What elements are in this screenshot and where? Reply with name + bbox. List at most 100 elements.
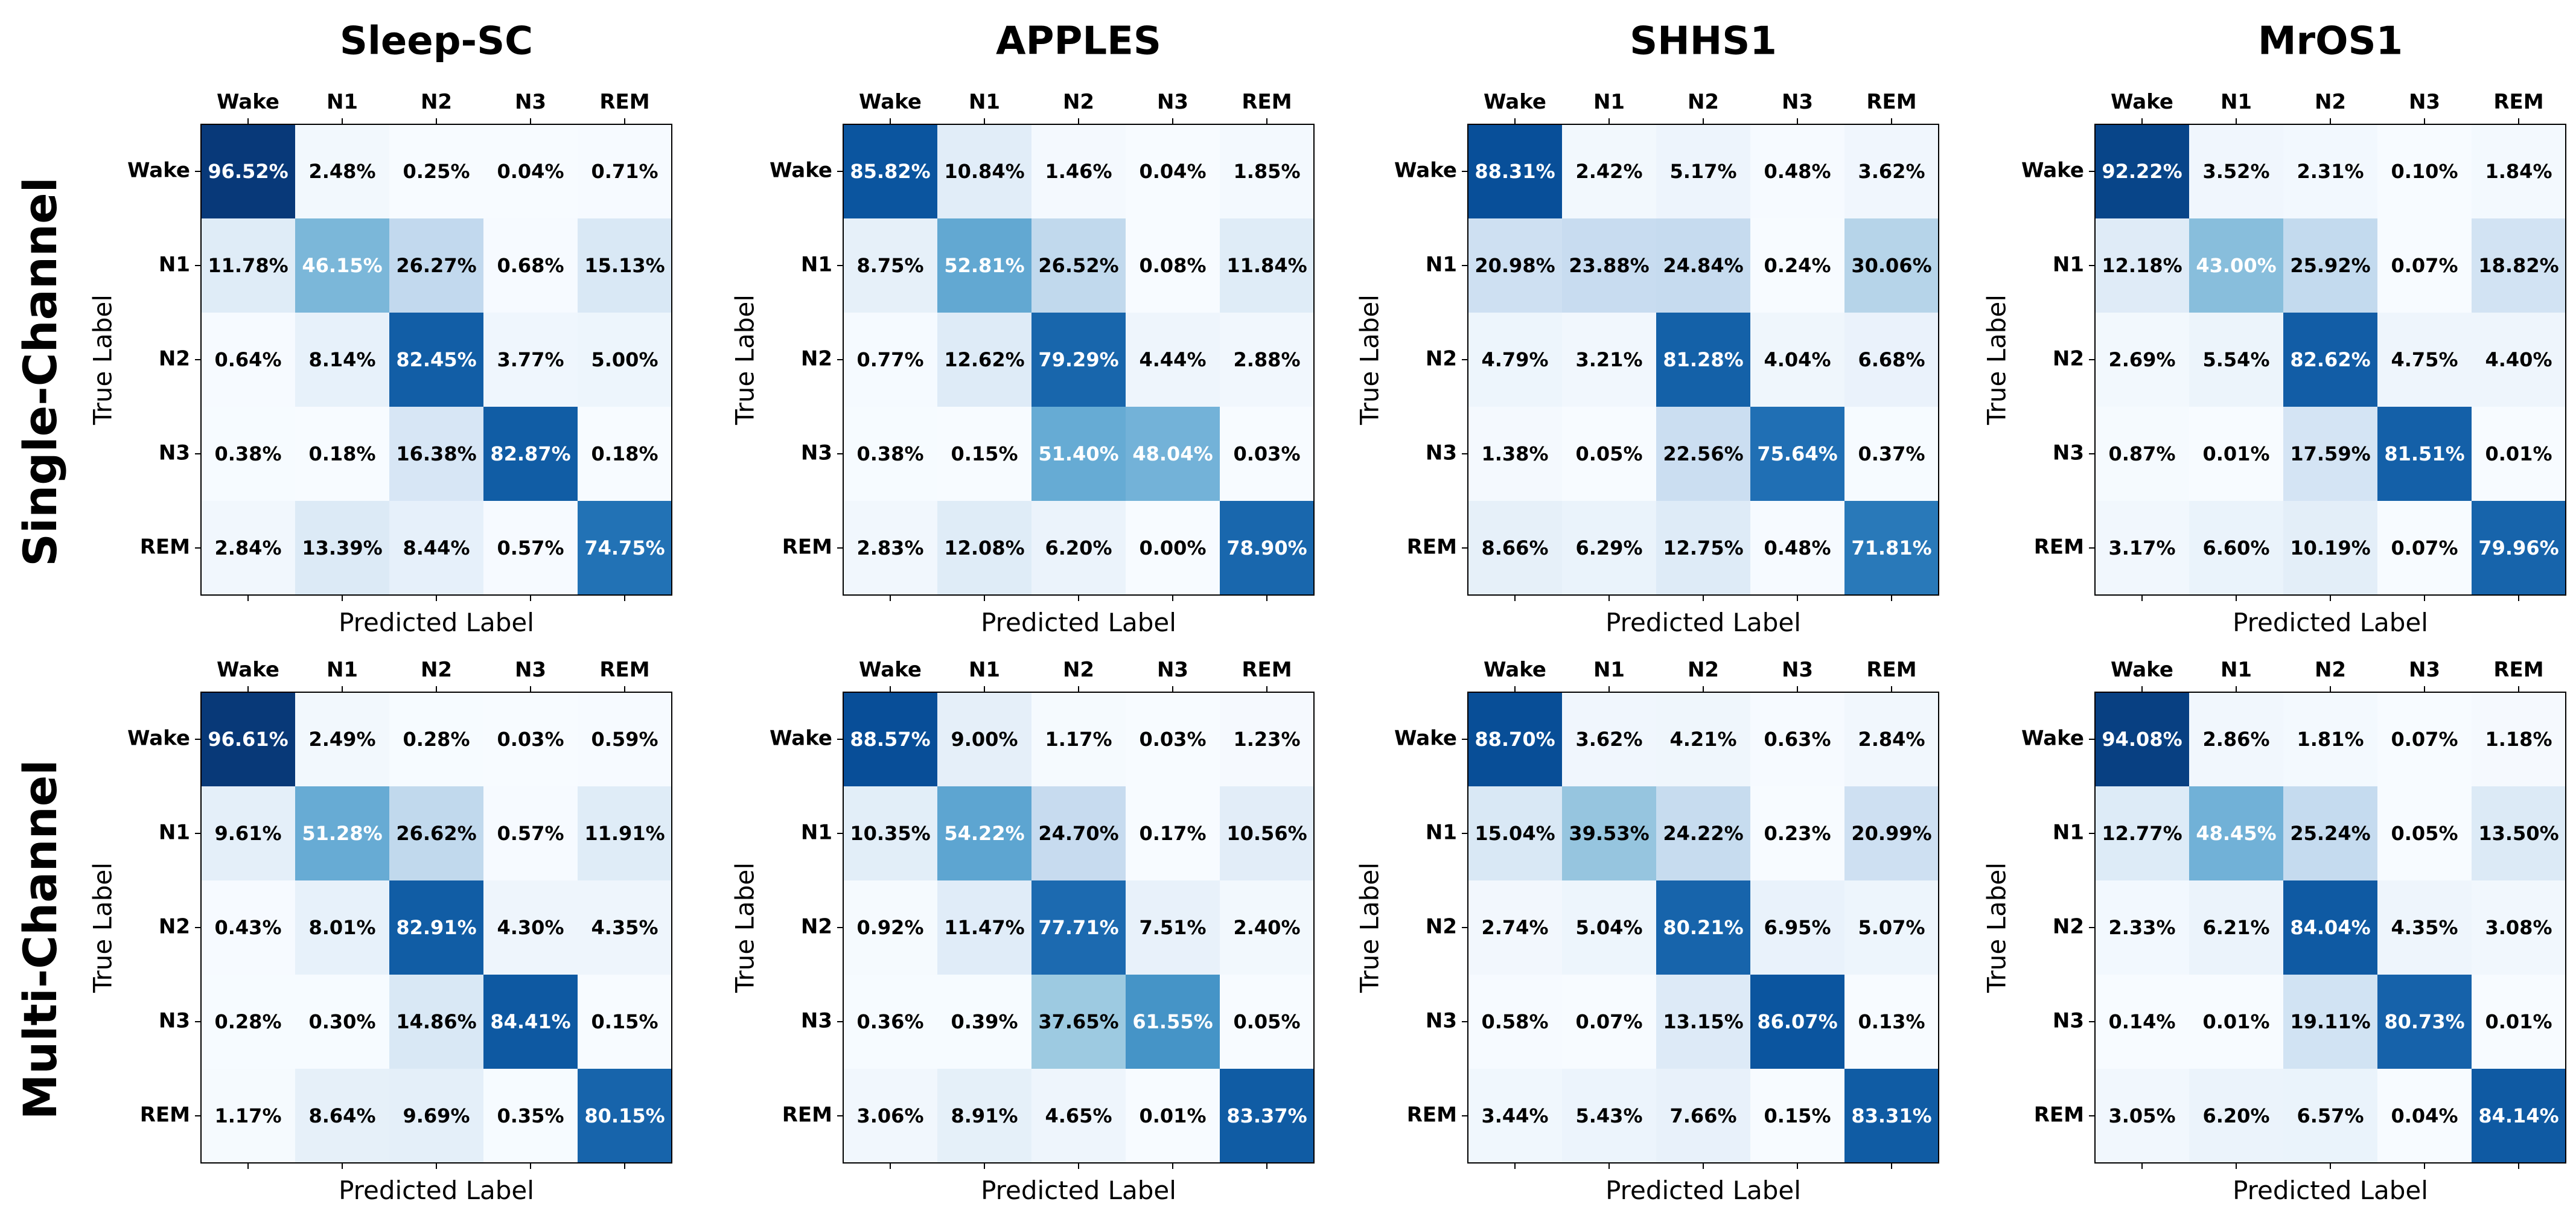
row-labels: Single-Channel Multi-Channel xyxy=(13,177,67,1119)
y-tick-label: N2 xyxy=(159,347,190,371)
cell-value-label: 85.82% xyxy=(850,160,930,183)
heatmap-cell xyxy=(1750,501,1845,596)
x-tick-label: N1 xyxy=(969,90,1000,114)
cell-value-label: 5.54% xyxy=(2202,348,2269,371)
heatmap-cell xyxy=(2095,1069,2190,1164)
heatmap-cell xyxy=(843,786,938,881)
heatmap-cell xyxy=(1031,880,1126,975)
heatmap-cell xyxy=(295,692,390,787)
cell-value-label: 48.45% xyxy=(2196,822,2276,845)
y-tick-label: N1 xyxy=(1426,253,1457,277)
cell-value-label: 80.21% xyxy=(1663,916,1743,939)
cell-value-label: 10.19% xyxy=(2290,536,2370,559)
heatmap-cell xyxy=(2189,975,2284,1069)
y-tick-label: N1 xyxy=(801,821,832,845)
cell-value-label: 0.05% xyxy=(1575,442,1642,465)
heatmap-cell xyxy=(483,1069,578,1164)
cell-value-label: 13.50% xyxy=(2478,822,2558,845)
heatmap-cell xyxy=(1468,1069,1563,1164)
heatmap-cell xyxy=(2472,313,2566,407)
y-axis-label: True Label xyxy=(1355,294,1385,425)
cell-value-label: 0.15% xyxy=(591,1010,658,1033)
heatmap-cell xyxy=(1468,786,1563,881)
heatmap-cell xyxy=(578,501,672,596)
heatmap-cell xyxy=(2189,407,2284,501)
heatmap-cell xyxy=(2472,786,2566,881)
y-tick-label: Wake xyxy=(127,159,190,183)
x-axis-label: Predicted Label xyxy=(981,608,1176,637)
heatmap-cell xyxy=(2189,692,2284,787)
heatmap-cell xyxy=(201,124,296,219)
cell-value-label: 0.36% xyxy=(856,1010,923,1033)
heatmap-cell xyxy=(1562,218,1657,313)
column-titles: Sleep-SC APPLES SHHS1 MrOS1 xyxy=(340,19,2403,64)
cell-value-label: 6.68% xyxy=(1858,348,1925,371)
y-tick-label: N3 xyxy=(1426,441,1457,465)
heatmap-cell xyxy=(295,501,390,596)
x-tick-label: REM xyxy=(1242,90,1292,114)
heatmap-cell xyxy=(937,975,1032,1069)
y-tick-label: Wake xyxy=(770,727,832,751)
cell-value-label: 3.21% xyxy=(1575,348,1642,371)
heatmap-cell xyxy=(1468,880,1563,975)
cell-value-label: 0.03% xyxy=(497,728,564,751)
cell-value-label: 0.01% xyxy=(2202,1010,2269,1033)
cell-value-label: 2.84% xyxy=(1858,728,1925,751)
cell-value-label: 6.20% xyxy=(2202,1104,2269,1127)
heatmap-cell xyxy=(1220,692,1315,787)
x-tick-label: N2 xyxy=(1063,658,1094,682)
panel-single-channel-shhs1: 88.31% 2.42% 5.17% 0.48% 3.62% 20.98% 23.88% 24… xyxy=(1355,90,1939,637)
heatmap-cell xyxy=(201,880,296,975)
heatmap-cell xyxy=(843,975,938,1069)
cell-value-label: 6.21% xyxy=(2202,916,2269,939)
cell-value-label: 1.85% xyxy=(1233,160,1300,183)
heatmap-cell xyxy=(2283,218,2378,313)
cell-value-label: 2.49% xyxy=(308,728,375,751)
heatmap-cell xyxy=(1844,313,1939,407)
cell-value-label: 43.00% xyxy=(2196,254,2276,277)
heatmap-cell xyxy=(201,407,296,501)
cell-value-label: 12.18% xyxy=(2102,254,2182,277)
y-tick-label: REM xyxy=(1407,1103,1457,1127)
cell-value-label: 8.91% xyxy=(951,1104,1018,1127)
heatmap-cell xyxy=(2189,124,2284,219)
cell-value-label: 0.04% xyxy=(1139,160,1206,183)
cell-value-label: 5.43% xyxy=(1575,1104,1642,1127)
cell-value-label: 84.41% xyxy=(490,1010,570,1033)
cell-value-label: 0.03% xyxy=(1233,442,1300,465)
heatmap-cell xyxy=(1126,218,1220,313)
cell-value-label: 0.63% xyxy=(1764,728,1831,751)
cell-value-label: 15.04% xyxy=(1475,822,1555,845)
cell-value-label: 9.00% xyxy=(951,728,1018,751)
x-tick-label: REM xyxy=(599,90,649,114)
cell-value-label: 79.29% xyxy=(1038,348,1118,371)
cell-value-label: 0.35% xyxy=(497,1104,564,1127)
cell-value-label: 1.17% xyxy=(1045,728,1112,751)
cell-value-label: 0.07% xyxy=(2391,254,2458,277)
heatmap-cell xyxy=(2472,124,2566,219)
dataset-title-sleep-sc: Sleep-SC xyxy=(340,19,533,64)
heatmap-cell xyxy=(1656,218,1751,313)
heatmap-cell xyxy=(483,880,578,975)
x-tick-label: N1 xyxy=(1593,658,1625,682)
cell-value-label: 0.04% xyxy=(2391,1104,2458,1127)
cell-value-label: 48.04% xyxy=(1132,442,1213,465)
cell-value-label: 3.06% xyxy=(856,1104,923,1127)
heatmap-cell xyxy=(1468,313,1563,407)
dataset-title-apples: APPLES xyxy=(996,19,1161,64)
cell-value-label: 0.18% xyxy=(591,442,658,465)
x-tick-label: N3 xyxy=(1157,90,1188,114)
cell-value-label: 4.44% xyxy=(1139,348,1206,371)
y-tick-label: Wake xyxy=(770,159,832,183)
heatmap-cell xyxy=(1220,975,1315,1069)
cell-value-label: 81.28% xyxy=(1663,348,1743,371)
cell-value-label: 0.24% xyxy=(1764,254,1831,277)
heatmap-cell xyxy=(1844,692,1939,787)
heatmap-cell xyxy=(483,975,578,1069)
cell-value-label: 0.92% xyxy=(856,916,923,939)
x-tick-label: N3 xyxy=(515,90,546,114)
cell-value-label: 8.75% xyxy=(856,254,923,277)
heatmap-cell xyxy=(1844,218,1939,313)
heatmap-cell xyxy=(1126,880,1220,975)
cell-value-label: 0.57% xyxy=(497,822,564,845)
